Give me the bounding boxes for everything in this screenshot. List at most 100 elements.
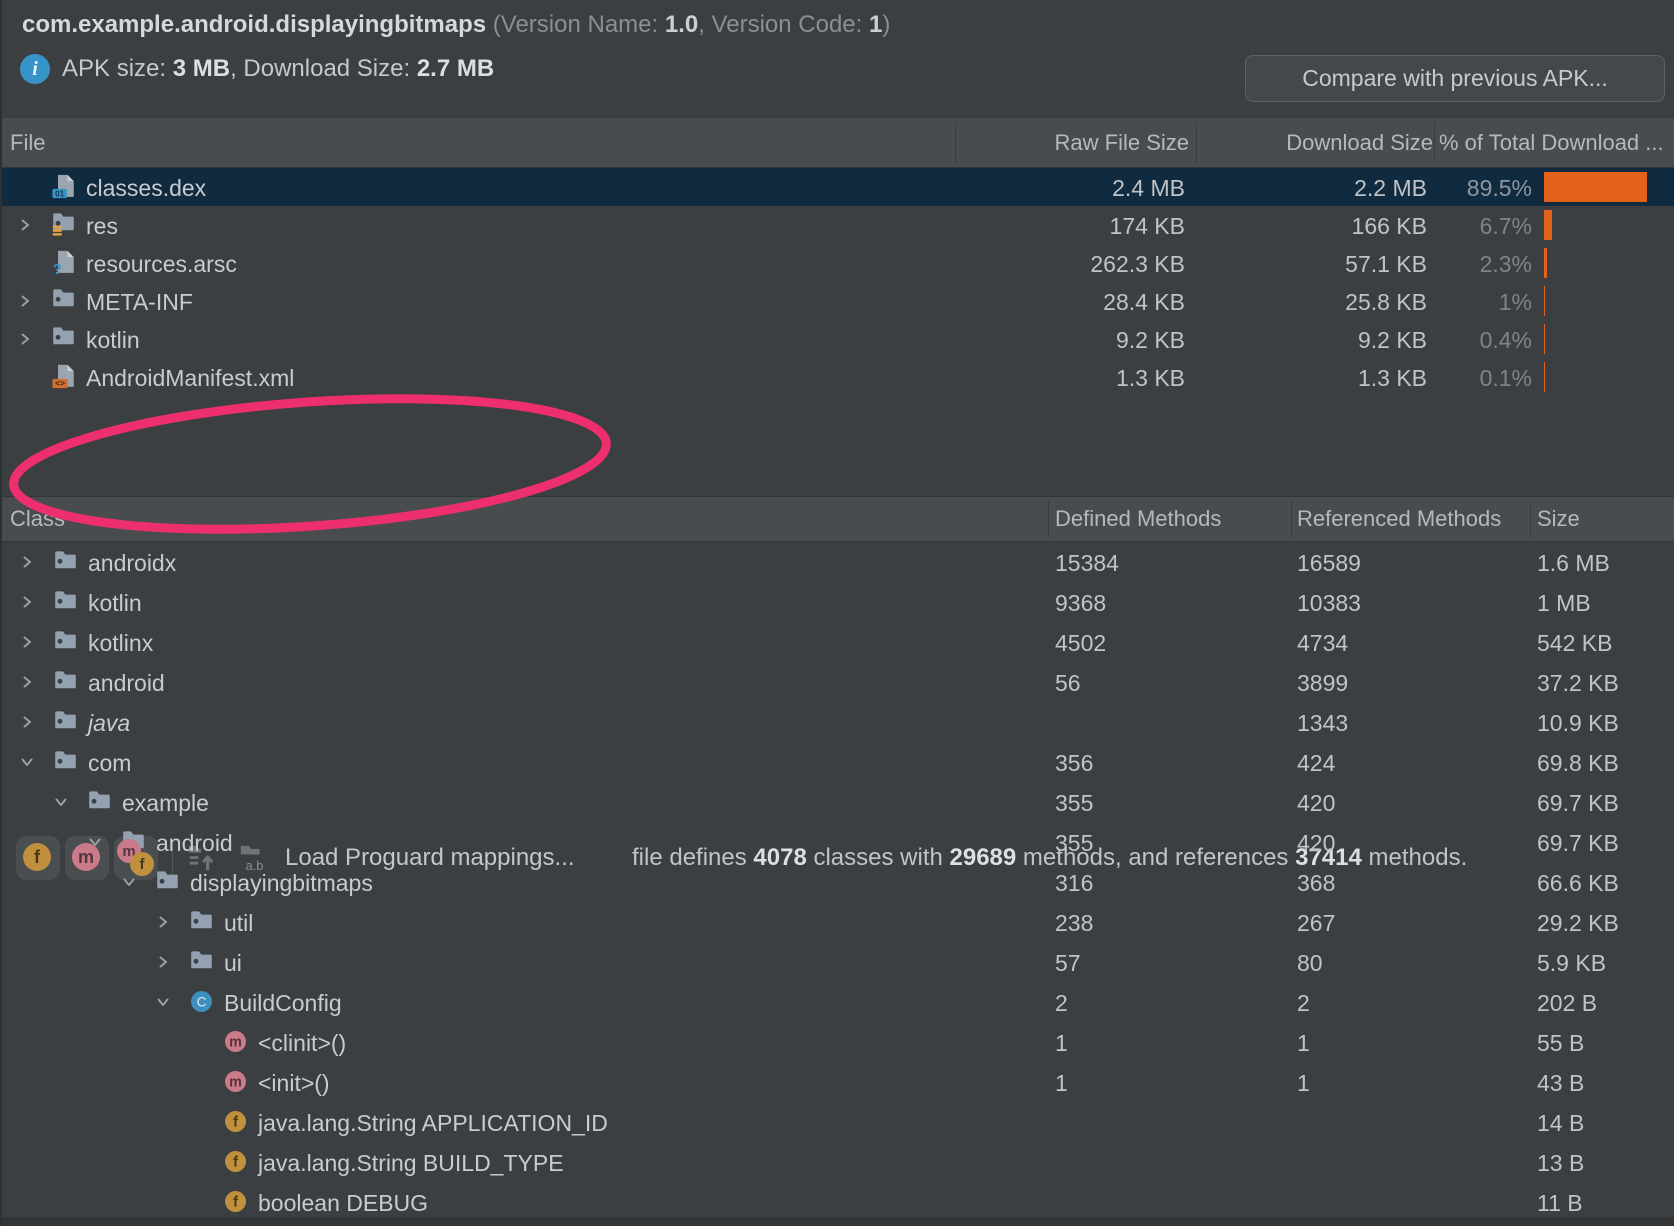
class-size: 69.8 KB [1537, 750, 1619, 776]
column-separator[interactable] [1291, 501, 1292, 537]
file-row-res[interactable]: res 174 KB 166 KB 6.7% [2, 206, 1674, 244]
column-separator[interactable] [1048, 501, 1049, 537]
download-percent: 6.7% [1479, 213, 1532, 239]
class-row-java-lang-string-application-id[interactable]: f java.lang.String APPLICATION_ID 14 B [2, 1102, 1674, 1142]
defined-methods-column-header[interactable]: Defined Methods [1055, 506, 1222, 531]
svg-text:a.b: a.b [246, 858, 264, 873]
class-row-ui[interactable]: ui 57 80 5.9 KB [2, 942, 1674, 982]
show-fields-button[interactable]: f [16, 836, 60, 880]
defined-methods-count: 4502 [1055, 630, 1107, 656]
file-row-meta-inf[interactable]: META-INF 28.4 KB 25.8 KB 1% [2, 282, 1674, 320]
class-size: 37.2 KB [1537, 670, 1619, 696]
folder-icon [54, 710, 77, 735]
chevron-right-icon[interactable] [18, 294, 32, 308]
size-column-header[interactable]: Size [1537, 506, 1580, 531]
class-size: 13 B [1537, 1150, 1585, 1176]
chevron-right-icon[interactable] [20, 675, 34, 689]
referenced-methods-column-header[interactable]: Referenced Methods [1297, 506, 1502, 531]
field-icon: f [224, 1110, 247, 1138]
summary-part: 37414 [1295, 844, 1362, 871]
download-size: 25.8 KB [1345, 289, 1427, 315]
class-name: ui [224, 950, 242, 976]
chevron-right-icon[interactable] [20, 715, 34, 729]
download-percent: 1% [1498, 289, 1532, 315]
class-row-init[interactable]: m <init>() 1 1 43 B [2, 1062, 1674, 1102]
class-row-example[interactable]: example 355 420 69.7 KB [2, 782, 1674, 822]
m-circle-icon: m [72, 843, 100, 871]
defined-methods-count: 316 [1055, 870, 1094, 896]
load-proguard-mappings-link[interactable]: Load Proguard mappings... [285, 844, 575, 871]
class-size: 14 B [1537, 1110, 1585, 1136]
class-row-clinit[interactable]: m <clinit>() 1 1 55 B [2, 1022, 1674, 1062]
chevron-right-icon[interactable] [20, 595, 34, 609]
defined-methods-count: 56 [1055, 670, 1081, 696]
class-row-java[interactable]: java 1343 10.9 KB [2, 702, 1674, 742]
file-row-androidmanifest-xml[interactable]: <> AndroidManifest.xml 1.3 KB 1.3 KB 0.1% [2, 358, 1674, 396]
chevron-right-icon[interactable] [156, 915, 170, 929]
class-row-androidx[interactable]: androidx 15384 16589 1.6 MB [2, 542, 1674, 582]
svg-text:f: f [233, 1154, 238, 1170]
class-table-header: Class Defined Methods Referenced Methods… [2, 496, 1674, 542]
chevron-right-icon[interactable] [20, 555, 34, 569]
compare-apk-button[interactable]: Compare with previous APK... [1245, 55, 1665, 102]
apk-summary-panel: com.example.android.displayingbitmaps (V… [2, 0, 1674, 117]
download-size-column-header[interactable]: Download Size [1286, 129, 1433, 155]
chevron-down-icon[interactable] [20, 755, 34, 769]
folder-icon [52, 288, 75, 313]
field-icon: f [224, 1190, 247, 1218]
chevron-down-icon[interactable] [122, 875, 136, 889]
download-size: 9.2 KB [1357, 327, 1427, 353]
column-separator[interactable] [1434, 122, 1435, 163]
chevron-right-icon[interactable] [18, 332, 32, 346]
class-row-buildconfig[interactable]: C BuildConfig 2 2 202 B [2, 982, 1674, 1022]
class-row-java-lang-string-build-type[interactable]: f java.lang.String BUILD_TYPE 13 B [2, 1142, 1674, 1182]
file-row-classes-dex[interactable]: 01 classes.dex 2.4 MB 2.2 MB 89.5% [2, 168, 1674, 206]
tree-sort-icon[interactable] [187, 843, 217, 873]
chevron-right-icon[interactable] [156, 955, 170, 969]
class-row-android[interactable]: android 355 420 69.7 KB [2, 822, 1674, 862]
download-percent: 0.4% [1479, 327, 1532, 353]
package-names-icon[interactable]: a.b [239, 843, 269, 873]
class-row-com[interactable]: com 356 424 69.8 KB [2, 742, 1674, 782]
m-circle-icon: m [117, 839, 141, 863]
chevron-right-icon[interactable] [18, 218, 32, 232]
chevron-down-icon[interactable] [88, 835, 102, 849]
download-percent: 2.3% [1479, 251, 1532, 277]
defined-methods-count: 57 [1055, 950, 1081, 976]
info-icon: i [20, 54, 50, 84]
class-size: 29.2 KB [1537, 910, 1619, 936]
class-row-util[interactable]: util 238 267 29.2 KB [2, 902, 1674, 942]
class-row-android[interactable]: android 56 3899 37.2 KB [2, 662, 1674, 702]
file-column-header[interactable]: File [10, 129, 46, 155]
apk-size-label: APK size: [62, 55, 173, 82]
chevron-down-icon[interactable] [156, 995, 170, 1009]
class-row-boolean-debug[interactable]: f boolean DEBUG 11 B [2, 1182, 1674, 1222]
class-row-kotlin[interactable]: kotlin 9368 10383 1 MB [2, 582, 1674, 622]
file-row-kotlin[interactable]: kotlin 9.2 KB 9.2 KB 0.4% [2, 320, 1674, 358]
show-methods-button[interactable]: m [65, 836, 109, 880]
chevron-down-icon[interactable] [54, 795, 68, 809]
class-size: 1 MB [1537, 590, 1591, 616]
class-size: 542 KB [1537, 630, 1613, 656]
raw-size-column-header[interactable]: Raw File Size [1054, 129, 1189, 155]
column-separator[interactable] [1196, 122, 1197, 163]
referenced-methods-count: 2 [1297, 990, 1310, 1016]
column-separator[interactable] [955, 122, 956, 163]
dex-file-icon: 01 [52, 174, 76, 204]
class-name: <init>() [258, 1070, 330, 1096]
class-row-kotlinx[interactable]: kotlinx 4502 4734 542 KB [2, 622, 1674, 662]
percent-column-header[interactable]: % of Total Download ... [1439, 129, 1664, 155]
column-separator[interactable] [1530, 501, 1531, 537]
version-label-open: (Version Name: [486, 11, 665, 38]
class-name: displayingbitmaps [190, 870, 373, 896]
class-row-displayingbitmaps[interactable]: displayingbitmaps 316 368 66.6 KB [2, 862, 1674, 902]
folder-icon [190, 950, 213, 975]
window-bottom-edge [2, 1218, 1674, 1226]
file-row-resources-arsc[interactable]: ? resources.arsc 262.3 KB 57.1 KB 2.3% [2, 244, 1674, 282]
class-column-header[interactable]: Class [10, 506, 66, 531]
class-name: kotlinx [88, 630, 154, 656]
download-percent: 0.1% [1479, 365, 1532, 391]
chevron-right-icon[interactable] [20, 635, 34, 649]
download-percent-bar [1544, 248, 1547, 278]
